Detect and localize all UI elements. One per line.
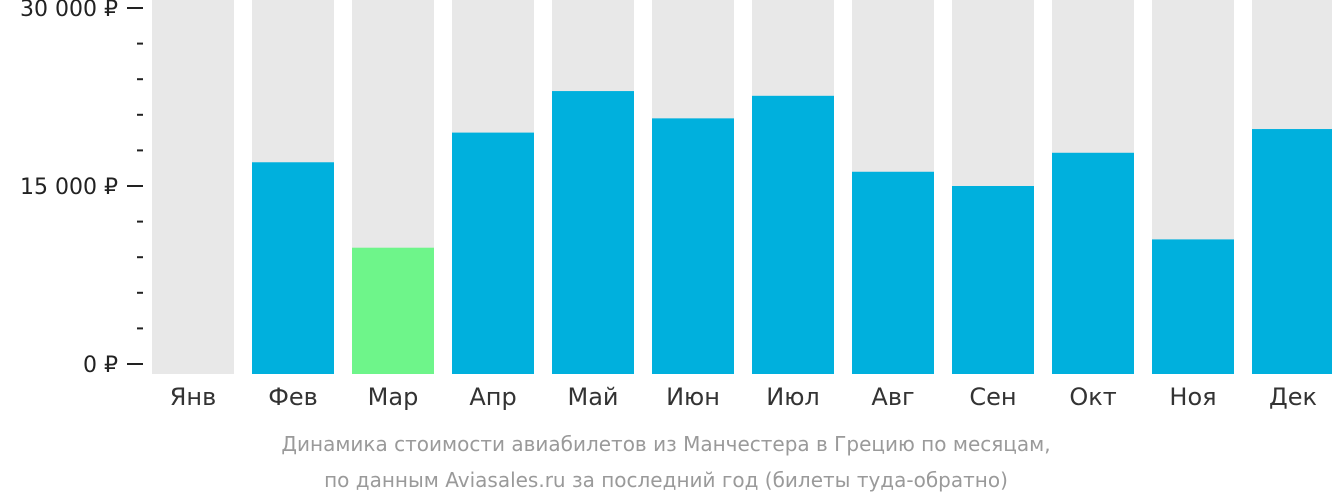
bar — [652, 118, 734, 374]
x-tick-label: Окт — [1069, 383, 1116, 411]
y-tick-label: 30 000 ₽ — [20, 0, 118, 22]
x-tick-label: Дек — [1269, 383, 1317, 411]
bar — [352, 247, 434, 374]
bar — [1052, 152, 1134, 374]
x-tick-label: Сен — [969, 383, 1016, 411]
bar — [252, 162, 334, 374]
x-tick-label: Мар — [368, 383, 419, 411]
x-tick-label: Фев — [268, 383, 318, 411]
bar-layer — [252, 91, 1332, 375]
price-bar-chart: 0 ₽ 15 000 ₽ 30 000 ₽ Янв Фев Мар Апр Май Июн Ию… — [20, 0, 1332, 411]
y-tick-label: 0 ₽ — [83, 353, 118, 378]
x-tick-label: Июл — [766, 383, 820, 411]
y-axis: 0 ₽ 15 000 ₽ 30 000 ₽ — [20, 0, 143, 378]
bar — [1152, 239, 1234, 374]
x-tick-label: Апр — [469, 383, 516, 411]
bar-background — [152, 0, 234, 374]
chart-caption-line-1: Динамика стоимости авиабилетов из Манчес… — [281, 432, 1051, 456]
x-tick-label: Май — [567, 383, 618, 411]
bar — [1252, 129, 1332, 374]
x-tick-label: Ноя — [1169, 383, 1216, 411]
bar — [752, 95, 834, 375]
x-tick-label: Янв — [170, 383, 217, 411]
x-tick-label: Июн — [666, 383, 720, 411]
bar — [952, 186, 1034, 374]
chart-caption-line-2: по данным Aviasales.ru за последний год … — [324, 468, 1008, 492]
y-tick-label: 15 000 ₽ — [20, 175, 118, 200]
bar — [852, 171, 934, 374]
x-tick-label: Авг — [871, 383, 914, 411]
x-axis-labels: Янв Фев Мар Апр Май Июн Июл Авг Сен Окт Ноя Дек — [170, 383, 1317, 411]
bar — [552, 91, 634, 375]
bar — [452, 132, 534, 374]
